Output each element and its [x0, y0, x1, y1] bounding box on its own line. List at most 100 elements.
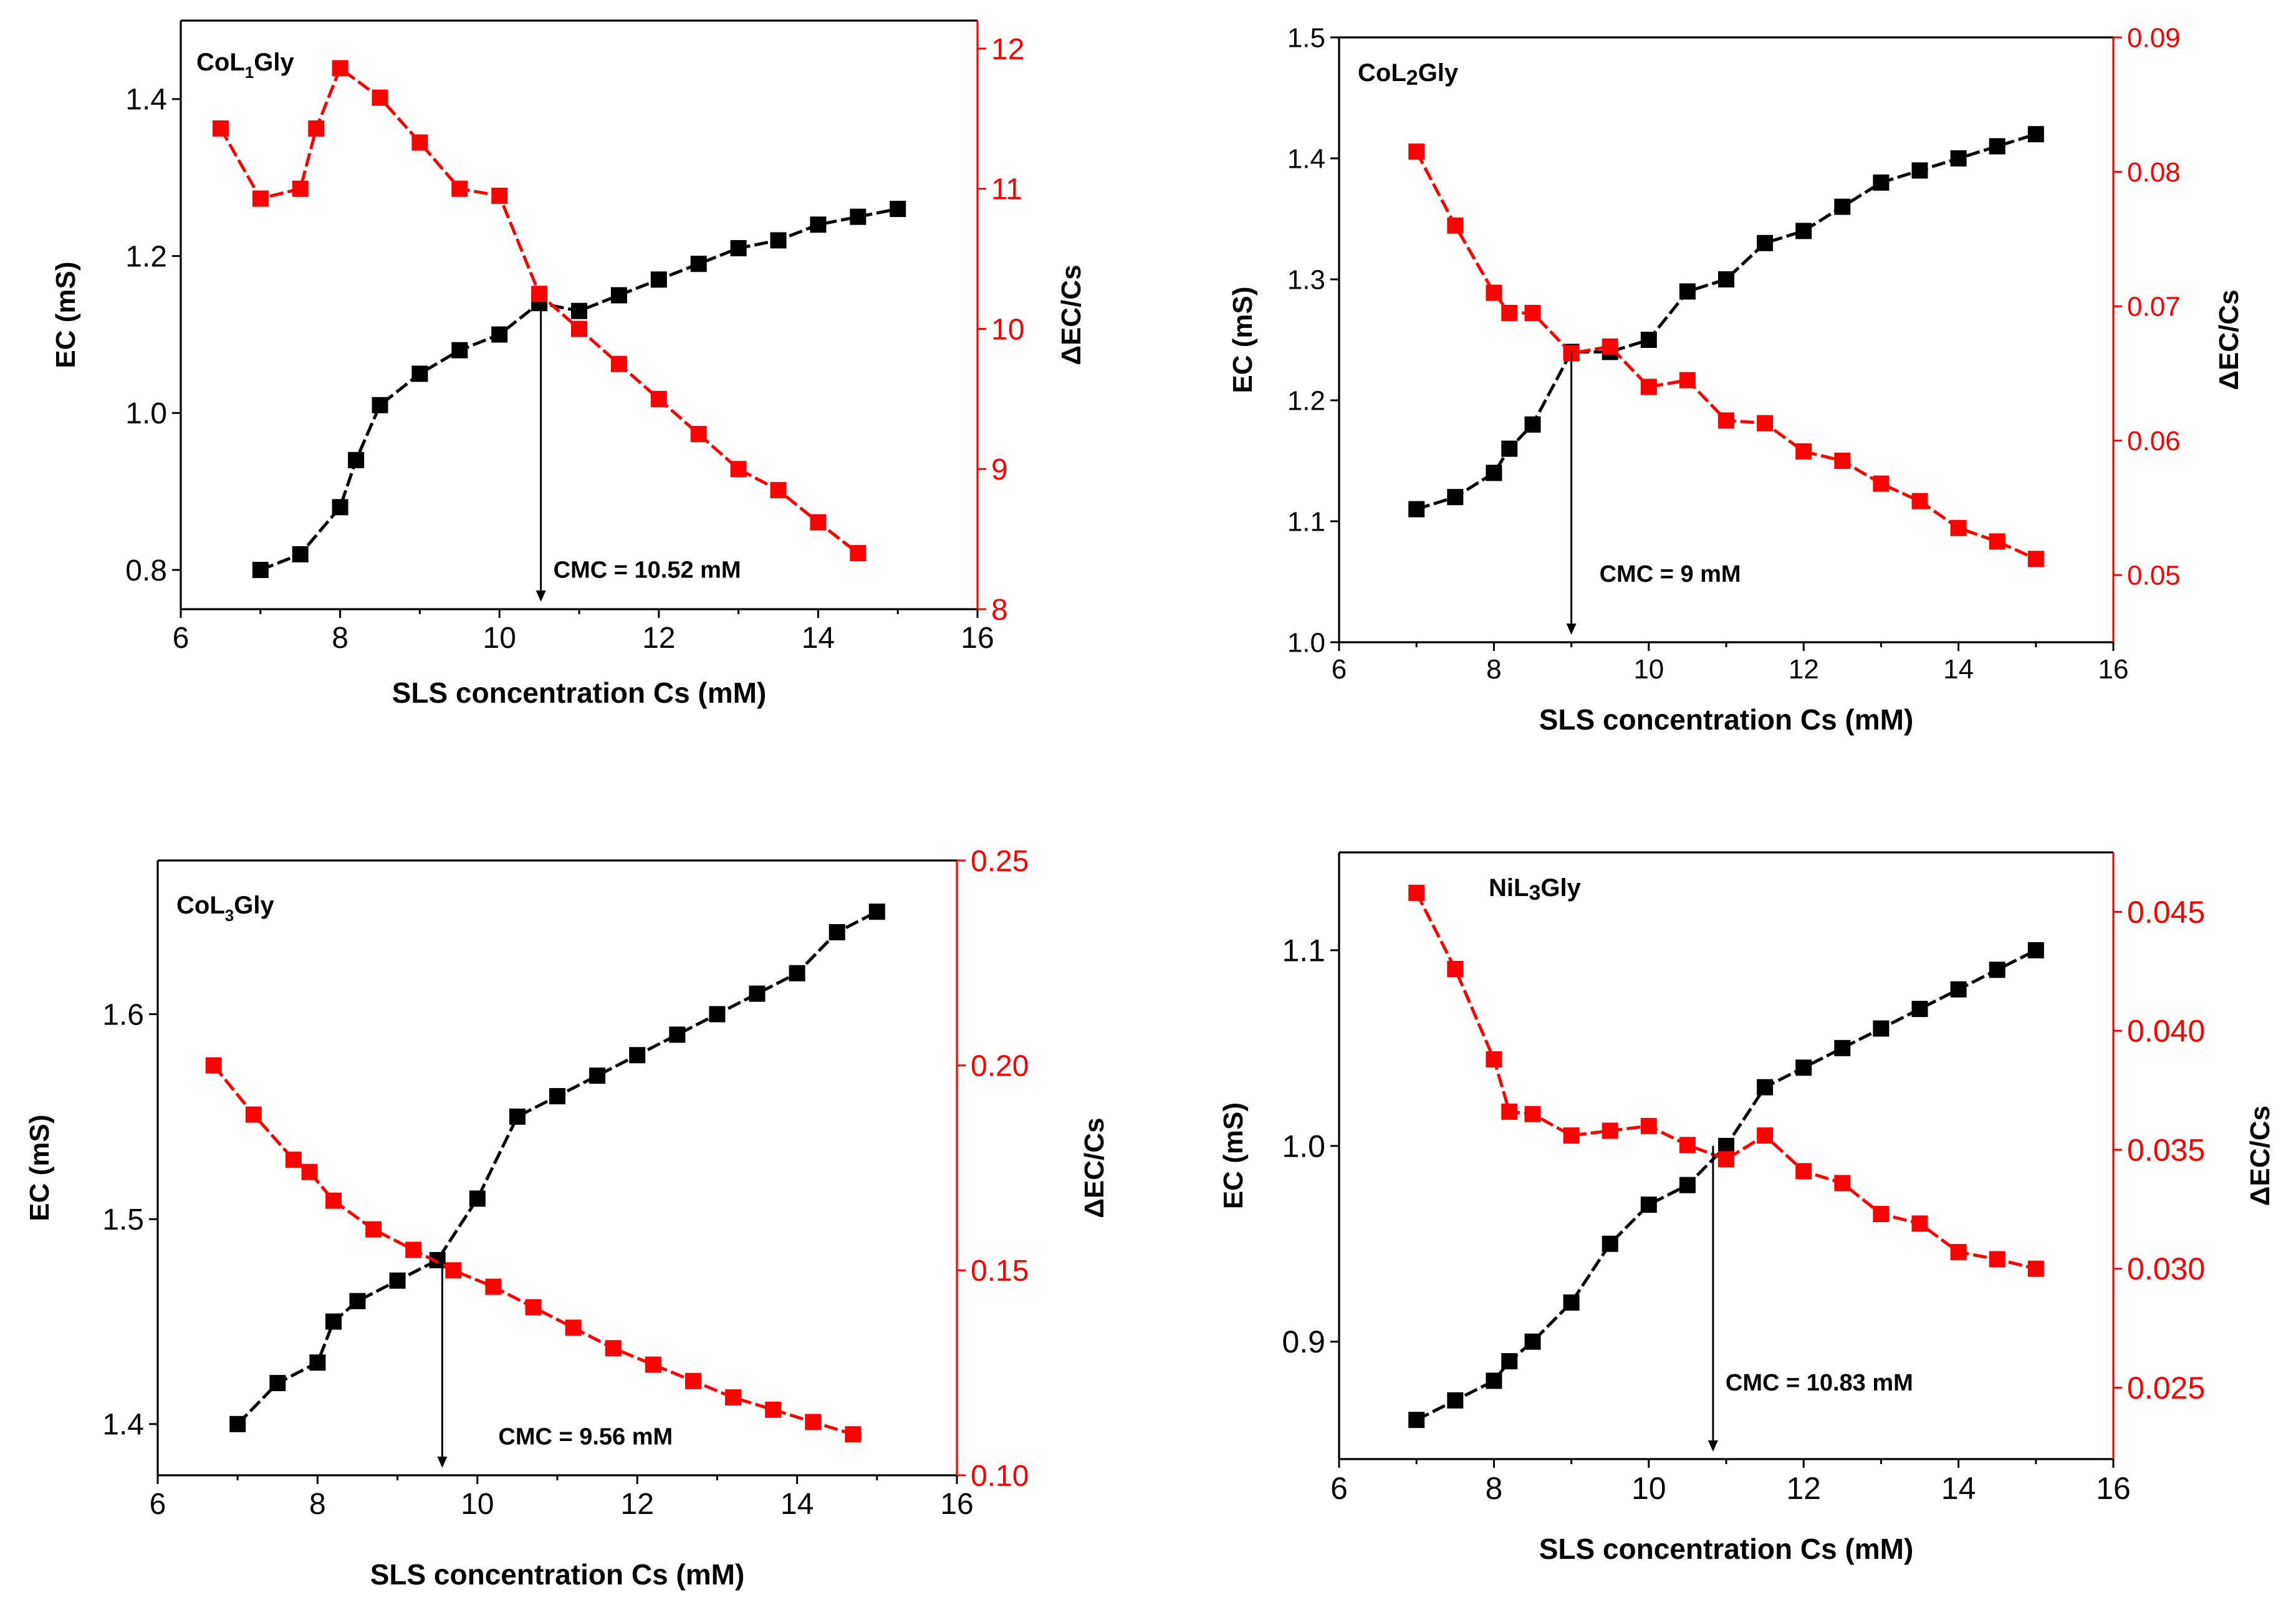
y-tick-label: 1.0 [125, 397, 167, 430]
data-point-delta-ec [245, 1106, 262, 1123]
data-point-delta-ec [1950, 1244, 1967, 1261]
panel-title-subscript: 3 [1529, 881, 1540, 905]
data-point-delta-ec [725, 1389, 742, 1406]
data-point-ec [1679, 283, 1696, 300]
y2-tick-label: 11 [991, 173, 1022, 206]
y2-tick-label: 0.045 [2127, 895, 2205, 930]
x-tick-label: 6 [1332, 654, 1347, 685]
data-point-ec [1524, 1333, 1541, 1350]
data-point-delta-ec [645, 1356, 661, 1373]
y2-tick-label: 0.05 [2127, 561, 2181, 591]
data-point-delta-ec [411, 134, 428, 151]
data-point-ec [650, 271, 667, 288]
data-point-delta-ec [285, 1151, 302, 1168]
x-tick-label: 10 [1631, 1471, 1666, 1506]
panel-title-subscript: 2 [1406, 66, 1418, 90]
y-tick-label: 1.2 [125, 240, 167, 273]
data-point-delta-ec [1950, 519, 1967, 536]
data-point-ec [269, 1375, 286, 1392]
series-line-ec [259, 207, 898, 572]
panel-title-main: CoL [176, 892, 225, 919]
y2-tick-label: 0.025 [2127, 1371, 2205, 1405]
data-point-delta-ec [445, 1262, 462, 1279]
x-tick-label: 12 [1789, 654, 1819, 685]
cmc-arrow-head [1708, 1440, 1718, 1452]
x-tick-label: 12 [621, 1488, 654, 1521]
x-axis-title: SLS concentration Cs (mM) [370, 1558, 745, 1591]
data-point-ec [1501, 1353, 1518, 1370]
data-point-ec [1757, 234, 1774, 251]
data-point-ec [332, 499, 348, 516]
data-point-delta-ec [1524, 1106, 1541, 1122]
y2-tick-label: 0.040 [2127, 1014, 2205, 1049]
data-point-ec [309, 1354, 326, 1371]
x-tick-label: 14 [1943, 654, 1974, 685]
panel-title-subscript: 1 [245, 63, 254, 82]
data-point-ec [1447, 489, 1464, 506]
data-point-ec [1795, 223, 1812, 239]
panel-title: CoL1Gly [196, 49, 294, 82]
data-point-delta-ec [2027, 1260, 2044, 1277]
data-point-delta-ec [765, 1401, 782, 1418]
y2-tick-label: 0.030 [2127, 1251, 2205, 1286]
data-point-ec [1408, 501, 1425, 518]
y2-tick-label: 0.15 [971, 1255, 1029, 1288]
x-axis-title: SLS concentration Cs (mM) [1539, 1533, 1914, 1565]
data-point-delta-ec [1911, 1215, 1928, 1232]
data-point-ec [1640, 332, 1657, 348]
data-point-delta-ec [571, 320, 587, 337]
data-point-delta-ec [1834, 1175, 1851, 1192]
y-axis-title: EC (mS) [1227, 286, 1258, 393]
y-tick-label: 1.4 [102, 1409, 144, 1442]
y-tick-label: 1.0 [1282, 1129, 1325, 1164]
panel-title-main: NiL [1489, 874, 1529, 902]
data-point-ec [810, 216, 827, 233]
data-point-delta-ec [1602, 1122, 1618, 1139]
data-point-ec [1486, 465, 1502, 481]
data-point-delta-ec [810, 514, 827, 531]
data-point-delta-ec [1911, 493, 1928, 509]
y2-axis-title: ΔEC/Cs [1079, 1117, 1110, 1218]
data-point-ec [1989, 961, 2005, 978]
data-point-delta-ec [1447, 217, 1464, 234]
data-point-ec [549, 1087, 565, 1104]
data-point-delta-ec [1408, 143, 1425, 160]
series-line-delta-ec [1415, 151, 2037, 561]
panel-title-rest: Gly [1418, 59, 1459, 87]
data-point-delta-ec [451, 180, 468, 197]
data-point-delta-ec [205, 1057, 222, 1074]
panel-title-rest: Gly [1540, 874, 1581, 902]
data-point-delta-ec [485, 1278, 502, 1295]
data-point-delta-ec [650, 390, 667, 407]
data-point-delta-ec [1563, 1127, 1580, 1144]
chart-panel-1: 6 8 10 12 14 16 0.8 1.0 1.2 1.4 8 9 10 11 12 SLS concen… [50, 19, 1087, 709]
x-tick-label: 12 [642, 622, 675, 655]
data-point-ec [509, 1108, 526, 1125]
x-axis-title: SLS concentration Cs (mM) [1539, 703, 1914, 736]
x-tick-label: 8 [309, 1488, 326, 1521]
panel-title-main: CoL [1358, 59, 1406, 87]
data-point-delta-ec [1718, 412, 1734, 429]
data-point-ec [610, 287, 627, 304]
data-point-delta-ec [525, 1299, 542, 1316]
data-point-delta-ec [1757, 415, 1774, 431]
data-point-delta-ec [610, 355, 627, 372]
data-point-ec [1757, 1079, 1774, 1096]
series-line-ec [1416, 948, 2037, 1422]
y-tick-label: 1.0 [1287, 627, 1325, 658]
y2-tick-label: 0.09 [2127, 22, 2181, 53]
series-line-delta-ec [212, 1064, 854, 1436]
data-point-delta-ec [845, 1426, 862, 1443]
y-tick-label: 1.3 [1287, 264, 1325, 295]
y2-axis-title: ΔEC/Cs [2245, 1106, 2275, 1206]
data-point-ec [292, 546, 309, 562]
data-point-ec [1447, 1392, 1464, 1409]
data-point-ec [411, 365, 428, 382]
data-point-delta-ec [1834, 453, 1851, 469]
y-tick-label: 1.5 [102, 1203, 144, 1236]
data-point-ec [451, 342, 468, 359]
cmc-annotation: CMC = 10.83 mM [1726, 1370, 1913, 1396]
data-point-delta-ec [684, 1372, 701, 1389]
x-tick-label: 16 [2098, 654, 2129, 685]
data-point-delta-ec [2027, 551, 2044, 567]
